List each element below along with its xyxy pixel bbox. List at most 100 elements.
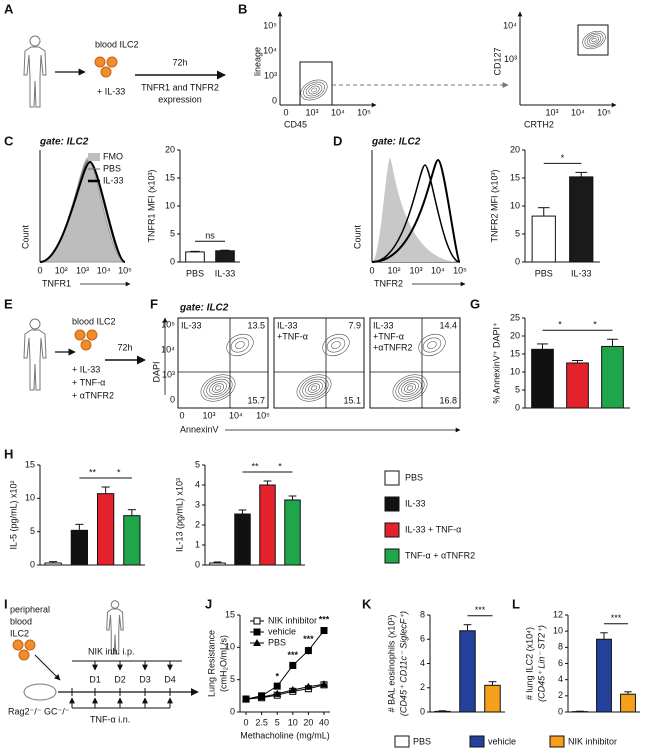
y-tick-label: 5 bbox=[230, 674, 235, 684]
y-tick-label: 25 bbox=[510, 312, 520, 322]
y-tick-label: 0 bbox=[170, 394, 175, 404]
y-axis-label: % AnnexinV⁺ DAPI⁺ bbox=[491, 322, 501, 404]
y-tick-label: 20 bbox=[510, 144, 520, 154]
human-head bbox=[29, 318, 41, 330]
y-tick-label: 10 bbox=[510, 366, 520, 376]
y-tick-label: 0 bbox=[558, 706, 563, 716]
contour bbox=[308, 383, 320, 393]
point bbox=[304, 647, 312, 655]
significance-label: *** bbox=[319, 615, 330, 625]
x-axis-label: CRTH2 bbox=[524, 119, 554, 129]
legend-swatch bbox=[549, 735, 565, 748]
y-tick-label: 5 bbox=[515, 384, 520, 394]
legend-swatch bbox=[384, 548, 400, 564]
cell bbox=[86, 329, 98, 341]
time-label: 72h bbox=[117, 342, 132, 352]
bar bbox=[531, 348, 554, 409]
y-tick-label: 20 bbox=[510, 330, 520, 340]
panel-label: E bbox=[4, 296, 13, 311]
significance-label: * bbox=[561, 153, 565, 163]
y-axis-label: IL-13 (pg/mL) x10³ bbox=[174, 478, 184, 552]
panel-label: C bbox=[4, 133, 14, 148]
point bbox=[289, 661, 297, 669]
gate-label: gate: ILC2 bbox=[179, 303, 229, 314]
panel-label: H bbox=[4, 446, 13, 461]
x-tick-label: 0 bbox=[369, 265, 374, 275]
x-tick-label: 10³ bbox=[409, 265, 422, 275]
panel-label: F bbox=[150, 296, 158, 311]
y-tick-label: 10 bbox=[225, 642, 235, 652]
contour bbox=[308, 85, 320, 95]
y-tick-label: 3 bbox=[195, 499, 200, 509]
y-tick-label: 2 bbox=[420, 682, 425, 692]
x-tick-label: 10⁵ bbox=[118, 265, 132, 275]
panel-label: A bbox=[4, 1, 14, 16]
quadrant-value: 13.5 bbox=[247, 320, 265, 330]
legend-label: IL-33 + TNF-α bbox=[405, 524, 461, 534]
legend-label: PBS bbox=[103, 163, 121, 173]
legend-label: IL-33 bbox=[103, 175, 124, 185]
bar bbox=[70, 529, 89, 566]
y-tick-label: 5 bbox=[170, 228, 175, 238]
point bbox=[253, 628, 261, 636]
legend-swatch bbox=[394, 735, 410, 748]
day-label: D2 bbox=[114, 674, 126, 684]
y-tick-label: 12 bbox=[553, 609, 563, 619]
contour bbox=[326, 337, 346, 353]
stimulus-label: + αTNFR2 bbox=[72, 390, 114, 400]
gate-label: gate: ILC2 bbox=[39, 137, 89, 148]
contour bbox=[300, 79, 328, 101]
quadrant-value: 15.1 bbox=[343, 395, 361, 405]
legend-label: PBS bbox=[268, 637, 286, 647]
cells-label: blood bbox=[10, 616, 32, 626]
il33-histogram bbox=[39, 160, 126, 263]
bar bbox=[569, 176, 594, 263]
gate bbox=[299, 61, 333, 106]
bar bbox=[620, 693, 636, 713]
quadrant-value: 14.4 bbox=[439, 320, 457, 330]
bar bbox=[459, 630, 476, 713]
cell bbox=[94, 56, 106, 68]
y-tick-label: 10⁴ bbox=[263, 45, 277, 55]
y-tick-label: 1 bbox=[195, 539, 200, 549]
contour bbox=[582, 30, 606, 50]
significance-label: ** bbox=[251, 461, 259, 471]
bar bbox=[531, 215, 556, 263]
contour bbox=[299, 376, 329, 400]
x-tick-label: 10² bbox=[55, 265, 68, 275]
legend-label: NIK inhibitor bbox=[568, 736, 617, 746]
x-tick-label: 10⁴ bbox=[331, 107, 345, 117]
contour bbox=[235, 341, 245, 349]
bar bbox=[484, 684, 501, 713]
y-axis-label: IL-5 (pg/mL) x10² bbox=[8, 480, 18, 549]
cells-label: blood ILC2 bbox=[95, 39, 139, 49]
x-axis-label: Methacholine (mg/mL) bbox=[240, 730, 330, 740]
contour bbox=[226, 333, 254, 357]
legend-label: TNF-α + αTNFR2 bbox=[405, 550, 475, 560]
human-body bbox=[23, 329, 47, 391]
y-tick-label: 0 bbox=[230, 706, 235, 716]
panel-label: J bbox=[205, 596, 212, 611]
panel-label: I bbox=[4, 596, 8, 611]
y-axis-label: Count bbox=[20, 225, 30, 250]
significance-label: *** bbox=[288, 650, 299, 660]
readout-label: expression bbox=[158, 94, 202, 104]
human-head bbox=[29, 35, 41, 47]
significance-label: * bbox=[278, 461, 282, 471]
contour bbox=[230, 337, 250, 353]
contour bbox=[398, 378, 422, 398]
contour bbox=[214, 385, 222, 391]
bar bbox=[234, 513, 251, 566]
panel-label: B bbox=[238, 1, 247, 16]
x-tick-label: 20 bbox=[303, 717, 313, 727]
panel-label: G bbox=[470, 296, 480, 311]
legend-label: IL-33 bbox=[405, 498, 426, 508]
x-tick-label: 10³ bbox=[202, 410, 215, 420]
y-tick-label: 5 bbox=[515, 228, 520, 238]
y-tick-label: 5 bbox=[195, 459, 200, 469]
point bbox=[320, 627, 328, 635]
y-tick-label: 10⁴ bbox=[161, 344, 175, 354]
human-body bbox=[23, 46, 47, 108]
y-axis-label: DAPI bbox=[151, 361, 161, 382]
